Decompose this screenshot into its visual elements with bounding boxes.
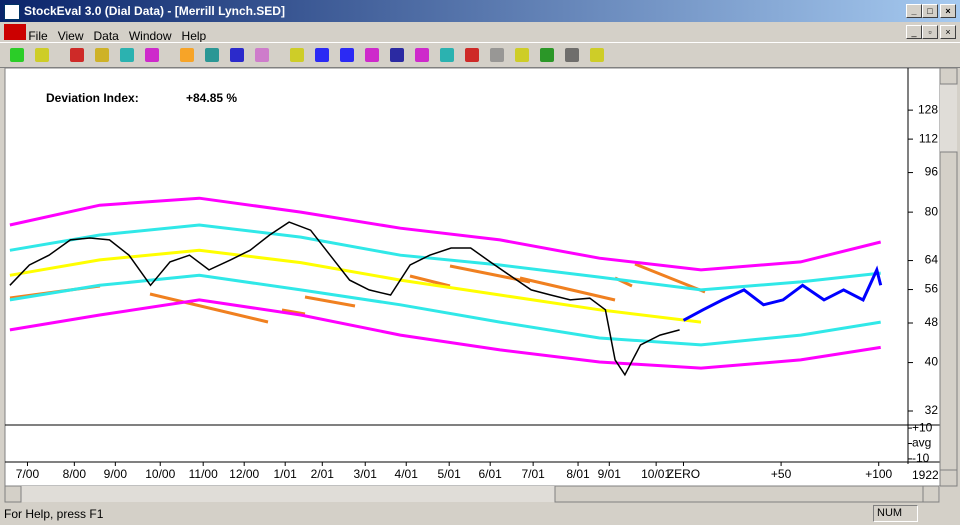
status-bar: For Help, press F1 NUM (0, 503, 960, 525)
toolbar-button[interactable] (315, 48, 329, 62)
mdi-close[interactable]: × (940, 25, 956, 39)
menu-item[interactable]: Help (181, 29, 207, 43)
x-tick-label: 3/01 (354, 467, 378, 481)
annotation-value: +84.85 % (186, 91, 237, 105)
toolbar-button[interactable] (70, 48, 84, 62)
scroll-down[interactable] (939, 469, 958, 487)
toolbar-button[interactable] (390, 48, 404, 62)
x-tick-label: 11/00 (189, 467, 218, 481)
toolbar-button[interactable] (490, 48, 504, 62)
toolbar-button[interactable] (440, 48, 454, 62)
menu-item[interactable]: Window (128, 29, 172, 43)
app-icon (4, 4, 20, 20)
toolbar-button[interactable] (590, 48, 604, 62)
toolbar-button[interactable] (10, 48, 24, 62)
scroll-right[interactable] (922, 485, 940, 503)
series-line (682, 265, 883, 322)
volume-tick-label: -10 (912, 451, 930, 465)
x-tick-label: 6/01 (479, 467, 503, 481)
toolbar-button[interactable] (340, 48, 354, 62)
y-tick-label: 40 (925, 355, 939, 369)
toolbar-button[interactable] (415, 48, 429, 62)
toolbar (0, 42, 960, 68)
toolbar-button[interactable] (230, 48, 244, 62)
series-line (9, 223, 881, 292)
series-line (9, 196, 882, 272)
x-tick-label: 2/01 (311, 467, 335, 481)
toolbar-button[interactable] (290, 48, 304, 62)
x-tick-label: +50 (771, 467, 792, 481)
y-tick-label: 32 (925, 403, 939, 417)
toolbar-button[interactable] (145, 48, 159, 62)
x-tick-label: 10/01 (641, 467, 671, 481)
toolbar-button[interactable] (205, 48, 219, 62)
x-tick-label: 9/00 (104, 467, 128, 481)
mdi-minimize[interactable]: _ (906, 25, 922, 39)
x-tick-label: 8/00 (63, 467, 87, 481)
num-indicator: NUM (873, 505, 918, 522)
minimize[interactable]: _ (906, 4, 922, 18)
menu-bar: File View Data Window Help _ ▫ × (0, 22, 960, 43)
menu-item[interactable]: File (28, 29, 48, 43)
toolbar-button[interactable] (95, 48, 109, 62)
x-tick-label: 4/01 (395, 467, 419, 481)
toolbar-button[interactable] (180, 48, 194, 62)
y-tick-label: 128 (918, 102, 938, 116)
toolbar-button[interactable] (565, 48, 579, 62)
toolbar-button[interactable] (35, 48, 49, 62)
menu-item[interactable]: View (57, 29, 84, 43)
x-tick-label: 8/01 (566, 467, 590, 481)
y-tick-label: 96 (925, 165, 939, 179)
series-line (9, 248, 702, 324)
annotation-label: Deviation Index: (46, 91, 139, 105)
x-tick-label: 9/01 (598, 467, 622, 481)
menu-item[interactable]: Data (93, 29, 119, 43)
toolbar-button[interactable] (255, 48, 269, 62)
x-tick-label: 10/00 (145, 467, 175, 481)
series-line (9, 273, 881, 347)
y-tick-label: 56 (925, 282, 939, 296)
chart: Deviation Index: +84.85 % 1922 32 40 48 56 6… (4, 67, 958, 503)
x-tick-label: +100 (865, 467, 892, 481)
toolbar-button[interactable] (465, 48, 479, 62)
y-tick-label: 48 (925, 315, 939, 329)
maximize[interactable]: □ (922, 4, 938, 18)
close[interactable]: × (940, 4, 956, 18)
corner-label: 1922 (912, 468, 939, 482)
x-tick-label: 1/01 (274, 467, 298, 481)
volume-tick-label: +10 (912, 420, 933, 434)
mdi-restore[interactable]: ▫ (922, 25, 938, 39)
x-tick-label: 12/00 (229, 467, 259, 481)
x-tick-label: 5/01 (438, 467, 462, 481)
y-tick-label: 80 (925, 204, 939, 218)
toolbar-button[interactable] (515, 48, 529, 62)
x-tick-label: 7/00 (16, 467, 40, 481)
volume-tick-label: avg (912, 436, 931, 450)
toolbar-button[interactable] (120, 48, 134, 62)
x-tick-label: 7/01 (521, 467, 545, 481)
status-text: For Help, press F1 (4, 507, 104, 521)
series-line (9, 221, 680, 377)
y-tick-label: 64 (925, 253, 939, 267)
window-title: StockEval 3.0 (Dial Data) - [Merrill Lyn… (24, 4, 285, 18)
series-line (9, 298, 881, 370)
x-tick-label: ZERO (667, 467, 700, 481)
y-tick-label: 112 (919, 131, 938, 145)
v-thumb[interactable] (939, 151, 958, 473)
toolbar-button[interactable] (365, 48, 379, 62)
scroll-up[interactable] (939, 67, 958, 85)
toolbar-button[interactable] (540, 48, 554, 62)
h-thumb[interactable] (554, 485, 924, 503)
title-bar: StockEval 3.0 (Dial Data) - [Merrill Lyn… (0, 0, 960, 22)
scroll-left[interactable] (4, 485, 22, 503)
